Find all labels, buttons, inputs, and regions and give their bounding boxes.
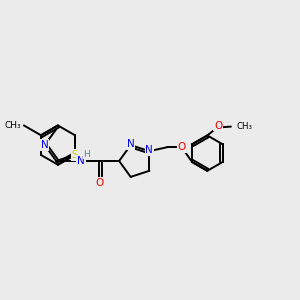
Text: O: O	[178, 142, 186, 152]
Text: N: N	[146, 145, 153, 155]
Text: CH₃: CH₃	[237, 122, 253, 131]
Text: O: O	[95, 178, 104, 188]
Text: N: N	[127, 139, 135, 149]
Text: H: H	[83, 150, 90, 159]
Text: CH₃: CH₃	[4, 121, 21, 130]
Text: N: N	[77, 156, 85, 166]
Text: S: S	[72, 150, 78, 160]
Text: N: N	[41, 140, 49, 150]
Text: O: O	[214, 121, 222, 130]
